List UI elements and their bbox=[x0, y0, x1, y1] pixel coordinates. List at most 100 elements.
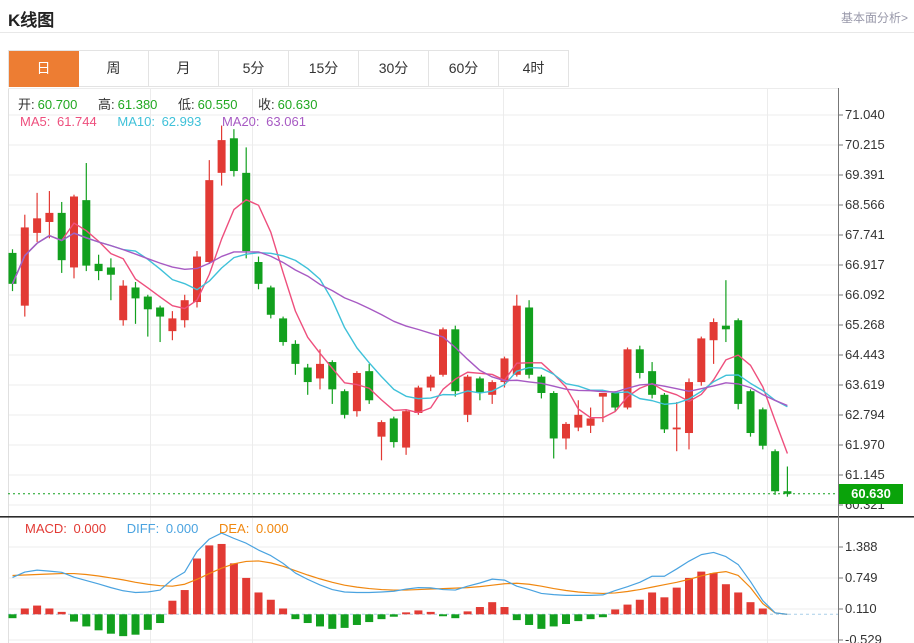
candle-body bbox=[500, 358, 509, 383]
macd-bar bbox=[746, 602, 755, 615]
period-tab-3[interactable]: 5分 bbox=[219, 51, 289, 87]
macd-label: MACD: bbox=[25, 521, 67, 536]
candle-body bbox=[57, 212, 66, 261]
candle-body bbox=[229, 138, 238, 172]
period-tab-2[interactable]: 月 bbox=[149, 51, 219, 87]
macd-bar bbox=[426, 611, 435, 615]
macd-bar bbox=[119, 614, 128, 637]
macd-bar bbox=[598, 614, 607, 618]
macd-bar bbox=[291, 614, 300, 620]
period-tab-0[interactable]: 日 bbox=[9, 51, 79, 87]
macd-bar bbox=[20, 608, 29, 615]
macd-bar bbox=[402, 612, 411, 615]
candle-body bbox=[451, 329, 460, 392]
candle-body bbox=[94, 263, 103, 272]
ma5-line bbox=[11, 199, 789, 454]
macd-bar bbox=[586, 614, 595, 620]
macd-bar bbox=[488, 602, 497, 615]
candle-body bbox=[660, 394, 669, 430]
macd-bar bbox=[672, 587, 681, 615]
macd-bar bbox=[143, 614, 152, 630]
macd-bar bbox=[180, 590, 189, 615]
macd-bar bbox=[70, 614, 78, 622]
candle-body bbox=[352, 372, 361, 412]
candle-body bbox=[463, 376, 472, 415]
header-divider bbox=[0, 32, 914, 33]
macd-bar bbox=[439, 614, 447, 617]
candle-body bbox=[291, 343, 300, 364]
macd-bar bbox=[303, 614, 312, 624]
period-tabbar: 日周月 5分 15分 30分 60分 4时 bbox=[8, 50, 569, 87]
candle-body bbox=[426, 376, 435, 388]
macd-bar bbox=[512, 614, 521, 621]
macd-bar bbox=[82, 614, 91, 627]
page-title: K线图 bbox=[8, 11, 55, 30]
candle-body bbox=[734, 320, 743, 404]
candle-body bbox=[709, 322, 718, 341]
diff-line bbox=[12, 532, 788, 615]
candle-body bbox=[328, 362, 337, 390]
macd-bar bbox=[328, 614, 337, 629]
macd-bar bbox=[660, 597, 669, 615]
macd-bar bbox=[709, 573, 718, 615]
macd-bar bbox=[525, 614, 534, 625]
low-value: 60.550 bbox=[197, 97, 238, 112]
candle-body bbox=[156, 307, 165, 317]
candle-body bbox=[20, 227, 29, 306]
candle-body bbox=[70, 196, 78, 268]
candle-body bbox=[611, 392, 620, 408]
period-tab-1[interactable]: 周 bbox=[79, 51, 149, 87]
macd-bar bbox=[131, 614, 140, 635]
period-tab-6[interactable]: 60分 bbox=[429, 51, 499, 87]
macd-bar bbox=[623, 604, 632, 615]
macd-bar bbox=[500, 607, 509, 615]
ma-summary: MA5: 61.744 MA10: 62.993 MA20: 63.061 bbox=[20, 114, 323, 129]
candle-body bbox=[303, 367, 312, 383]
macd-bar bbox=[229, 563, 238, 615]
price-tick-label: 62.794 bbox=[845, 407, 885, 422]
macd-bar bbox=[635, 599, 644, 615]
candle-body bbox=[488, 382, 497, 395]
close-label: 收: bbox=[258, 97, 275, 112]
candle-body bbox=[574, 414, 583, 428]
candle-body bbox=[266, 287, 275, 315]
macd-tick-label: 0.110 bbox=[845, 601, 877, 616]
price-tick-label: 63.619 bbox=[845, 377, 885, 392]
ohlc-summary: 开: 60.700 高: 61.380 低: 60.550 收: 60.630 bbox=[18, 94, 334, 113]
candle-body bbox=[783, 491, 792, 494]
candle-body bbox=[537, 376, 546, 393]
ma20-line bbox=[11, 232, 788, 407]
macd-summary: MACD: 0.000 DIFF: 0.000 DEA: 0.000 bbox=[25, 521, 306, 536]
period-tab-4[interactable]: 15分 bbox=[289, 51, 359, 87]
macd-bar bbox=[377, 614, 386, 620]
dea-value: 0.000 bbox=[255, 521, 289, 536]
macd-tick-label: 0.749 bbox=[845, 570, 878, 585]
macd-tick-label: -0.529 bbox=[845, 632, 882, 643]
price-tick-label: 61.970 bbox=[845, 437, 885, 452]
ma10-line bbox=[11, 232, 788, 408]
candle-body bbox=[316, 363, 324, 379]
fundamental-analysis-link[interactable]: 基本面分析> bbox=[840, 11, 908, 25]
high-label: 高: bbox=[98, 97, 115, 112]
price-tick-label: 67.741 bbox=[845, 227, 885, 242]
candle-body bbox=[365, 371, 374, 401]
candle-body bbox=[168, 318, 177, 332]
macd-bar bbox=[648, 592, 657, 615]
macd-bar bbox=[266, 599, 275, 615]
low-label: 低: bbox=[178, 97, 195, 112]
period-tab-7[interactable]: 4时 bbox=[499, 51, 569, 87]
candle-body bbox=[721, 325, 730, 330]
period-tab-5[interactable]: 30分 bbox=[359, 51, 429, 87]
candle-body bbox=[697, 338, 706, 383]
macd-bar bbox=[254, 592, 263, 615]
candle-body bbox=[598, 392, 607, 397]
ma20-label: MA20: bbox=[221, 114, 260, 129]
candle-body bbox=[525, 307, 534, 375]
price-tick-label: 71.040 bbox=[845, 107, 885, 122]
macd-bar bbox=[389, 614, 398, 617]
price-tick-label: 66.917 bbox=[845, 257, 885, 272]
ma5-label: MA5: bbox=[20, 114, 51, 129]
candle-body bbox=[119, 285, 128, 321]
